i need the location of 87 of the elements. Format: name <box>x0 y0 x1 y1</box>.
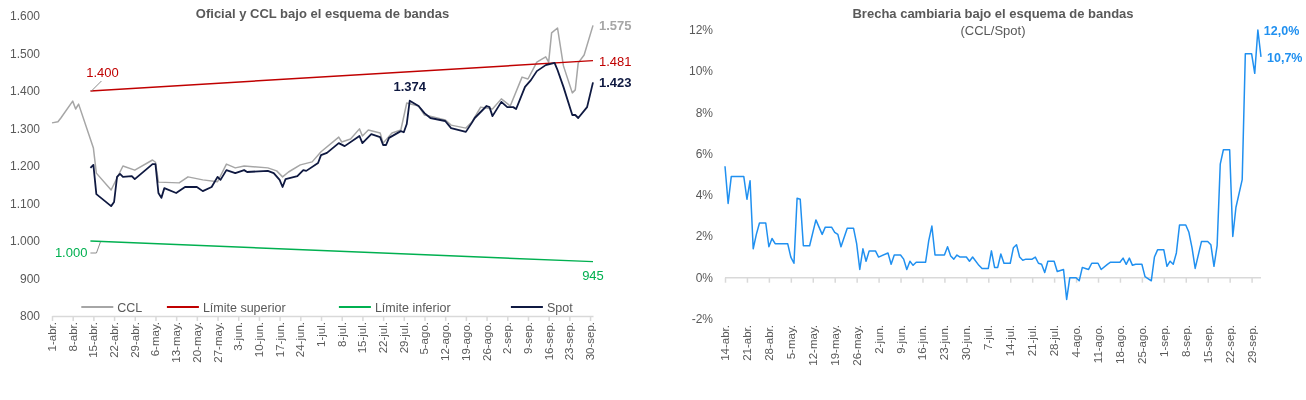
x-tick-label: 30-sep. <box>584 322 597 361</box>
x-tick-label: 17-jun. <box>273 322 286 358</box>
legend-label: Spot <box>546 300 574 315</box>
annotation: 12,0% <box>1263 24 1300 38</box>
y-tick-label: 8% <box>695 105 714 120</box>
y-tick-label: 1.100 <box>9 196 41 211</box>
legend-label: CCL <box>117 300 143 315</box>
data-label: 1.423 <box>599 75 632 91</box>
line-series <box>51 24 594 191</box>
x-tick-label: 2-sep. <box>501 322 514 354</box>
data-label: 1.575 <box>599 18 632 34</box>
data-label: 1.374 <box>393 78 427 94</box>
x-tick-label: 6-may. <box>149 322 162 357</box>
data-label: 1.000 <box>54 245 88 260</box>
y-tick-label: 2% <box>695 229 714 244</box>
y-tick-label: 6% <box>695 146 714 161</box>
x-tick-label: 1-sep. <box>1157 325 1170 357</box>
x-tick-label: 13-may. <box>170 322 183 363</box>
x-tick-label: 14-jul. <box>1004 325 1017 357</box>
x-tick-label: 9-sep. <box>521 322 534 354</box>
x-tick-label: 27-may. <box>211 322 224 363</box>
y-tick-label: 10% <box>688 64 714 79</box>
x-tick-label: 5-may. <box>784 325 797 360</box>
x-tick-label: 8-jul. <box>335 322 348 347</box>
x-tick-label: 29-abr. <box>128 322 141 358</box>
x-tick-label: 9-jun. <box>894 325 907 354</box>
y-tick-label: 1.200 <box>9 159 41 173</box>
x-tick-label: 1-jul. <box>315 322 328 347</box>
x-tick-label: 1-abr. <box>46 322 58 352</box>
x-tick-label: 23-jun. <box>938 325 951 361</box>
x-tick-label: 24-jun. <box>294 322 307 358</box>
x-tick-label: 7-jul. <box>982 325 995 350</box>
x-tick-label: 8-sep. <box>1179 325 1192 357</box>
x-tick-label: 8-abr. <box>66 322 79 352</box>
x-tick-label: 19-ago. <box>459 322 472 362</box>
data-label: 945 <box>582 267 604 283</box>
line-series <box>89 61 594 208</box>
x-tick-label: 12-may. <box>806 325 819 366</box>
chart-title: Oficial y CCL bajo el esquema de bandas <box>195 6 450 21</box>
x-tick-label: 22-jul. <box>377 322 390 354</box>
y-tick-label: 0% <box>695 270 714 285</box>
y-tick-label: 1.000 <box>9 234 41 248</box>
x-tick-label: 28-abr. <box>762 325 775 361</box>
x-tick-label: 26-ago. <box>480 322 493 362</box>
x-tick-label: 5-ago. <box>418 322 431 355</box>
x-tick-label: 21-jul. <box>1026 325 1039 357</box>
x-tick-label: 15-jul. <box>356 322 369 354</box>
y-tick-label: 1.600 <box>9 9 41 23</box>
data-label: 1.400 <box>86 65 119 80</box>
x-tick-label: 28-jul. <box>1048 325 1061 357</box>
x-tick-label: 3-jun. <box>232 322 245 351</box>
x-tick-label: 20-may. <box>190 322 203 363</box>
x-tick-label: 2-jun. <box>872 325 885 354</box>
legend-label: Límite inferior <box>374 300 451 315</box>
x-tick-label: 25-ago. <box>1135 325 1148 365</box>
data-label: 1.481 <box>599 53 632 69</box>
x-tick-label: 15-abr. <box>87 322 100 358</box>
y-tick-label: 4% <box>695 188 714 203</box>
x-tick-label: 11-ago. <box>1092 325 1105 364</box>
x-tick-label: 22-abr. <box>108 322 121 358</box>
x-tick-label: 19-may. <box>828 325 841 366</box>
y-tick-label: -2% <box>691 312 714 326</box>
x-tick-label: 15-sep. <box>1201 325 1214 364</box>
x-tick-label: 18-ago. <box>1113 325 1126 365</box>
x-tick-label: 30-jun. <box>960 325 973 361</box>
y-tick-label: 800 <box>19 309 41 323</box>
x-tick-label: 22-sep. <box>1223 325 1236 364</box>
x-tick-label: 23-sep. <box>563 322 576 361</box>
y-tick-label: 12% <box>688 23 714 37</box>
chart-subtitle: (CCL/Spot) <box>960 23 1026 38</box>
y-tick-label: 900 <box>19 271 41 286</box>
x-tick-label: 4-ago. <box>1070 325 1083 358</box>
x-tick-label: 16-jun. <box>916 325 929 361</box>
chart-title: Brecha cambiaria bajo el esquema de bandas <box>852 6 1134 21</box>
legend-label: Límite superior <box>202 300 286 315</box>
annotation: 10,7% <box>1267 50 1303 65</box>
x-tick-label: 16-sep. <box>542 322 555 361</box>
x-tick-label: 29-sep. <box>1245 325 1258 364</box>
x-tick-label: 21-abr. <box>740 325 753 361</box>
x-tick-label: 29-jul. <box>397 322 410 354</box>
y-tick-label: 1.400 <box>9 84 41 98</box>
x-tick-label: 26-may. <box>850 325 863 366</box>
y-tick-label: 1.500 <box>9 46 41 61</box>
y-tick-label: 1.300 <box>9 121 41 136</box>
x-tick-label: 14-abr. <box>719 325 731 361</box>
x-tick-label: 12-ago. <box>439 322 452 362</box>
x-tick-label: 10-jun. <box>252 322 265 358</box>
